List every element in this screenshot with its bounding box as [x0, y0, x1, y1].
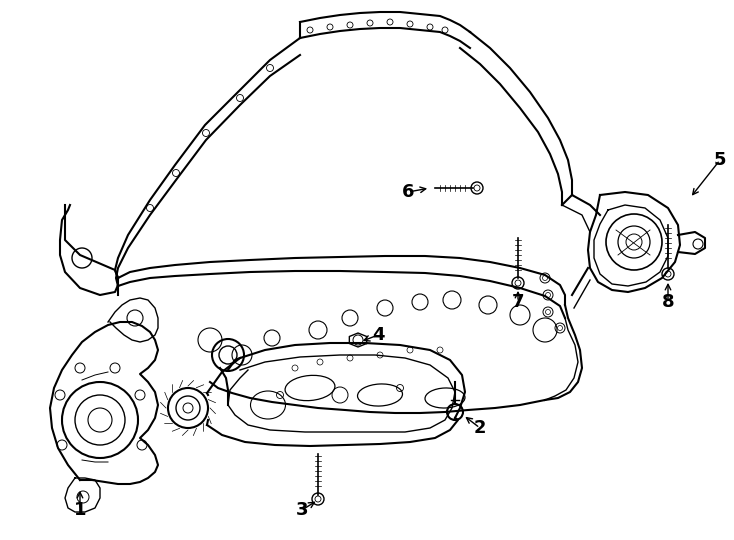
Text: 6: 6 — [401, 183, 414, 201]
Text: 7: 7 — [512, 293, 524, 311]
Text: 4: 4 — [371, 326, 385, 344]
Text: 2: 2 — [473, 419, 486, 437]
Text: 8: 8 — [661, 293, 675, 311]
Text: 5: 5 — [713, 151, 726, 169]
Text: 3: 3 — [296, 501, 308, 519]
Text: 1: 1 — [73, 501, 87, 519]
